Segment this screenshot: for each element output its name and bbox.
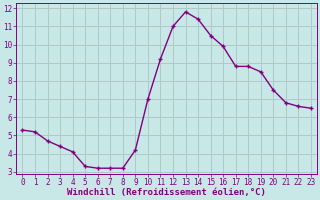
X-axis label: Windchill (Refroidissement éolien,°C): Windchill (Refroidissement éolien,°C) (67, 188, 266, 197)
